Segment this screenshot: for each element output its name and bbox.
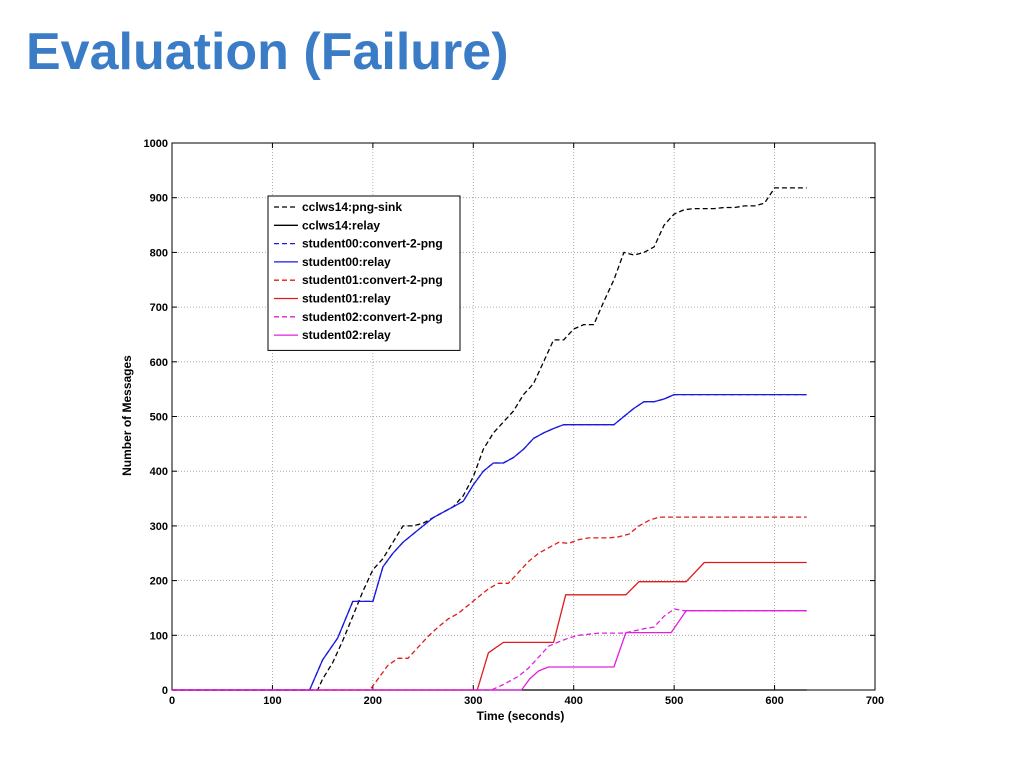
y-axis-title: Number of Messages [120,355,134,476]
x-tick-label: 600 [765,695,783,707]
y-tick-label: 900 [150,193,168,205]
y-tick-label: 100 [150,630,168,642]
y-tick-label: 300 [150,521,168,533]
legend-label: student02:relay [302,328,391,342]
x-axis-title: Time (seconds) [477,709,565,723]
legend-label: student01:relay [302,292,391,306]
slide-title: Evaluation (Failure) [26,23,509,81]
y-tick-label: 800 [150,247,168,259]
series-line-6 [172,608,807,691]
x-tick-label: 500 [665,695,683,707]
x-tick-label: 0 [169,695,175,707]
axis-ticks: 0 100 200 300 400 500 600 700 0 100 200 300 400 500 60… [144,138,885,707]
legend-box [267,195,461,351]
series-line-4 [172,516,807,691]
y-tick-label: 400 [150,466,168,478]
legend-label: student00:convert-2-png [302,237,443,251]
y-tick-label: 0 [162,685,168,697]
chart-legend: cclws14:png-sink cclws14:relay student00:c… [267,195,461,351]
x-tick-label: 100 [263,695,281,707]
series-line-3 [172,393,807,691]
x-tick-label: 700 [866,695,884,707]
y-tick-label: 1000 [144,138,168,150]
y-tick-label: 700 [150,302,168,314]
series-line-7 [172,610,807,691]
x-tick-label: 400 [565,695,583,707]
series-line-0 [172,187,807,691]
legend-label: cclws14:png-sink [302,200,402,214]
legend-label: student00:relay [302,255,391,269]
y-tick-label: 200 [150,576,168,588]
legend-label: cclws14:relay [302,218,380,232]
x-tick-label: 300 [464,695,482,707]
y-tick-label: 600 [150,357,168,369]
series-line-2 [172,393,807,691]
legend-label: student02:convert-2-png [302,310,443,324]
y-tick-label: 500 [150,412,168,424]
series-lines [172,187,807,691]
x-tick-label: 200 [364,695,382,707]
legend-label: student01:convert-2-png [302,273,443,287]
series-line-5 [172,561,807,691]
